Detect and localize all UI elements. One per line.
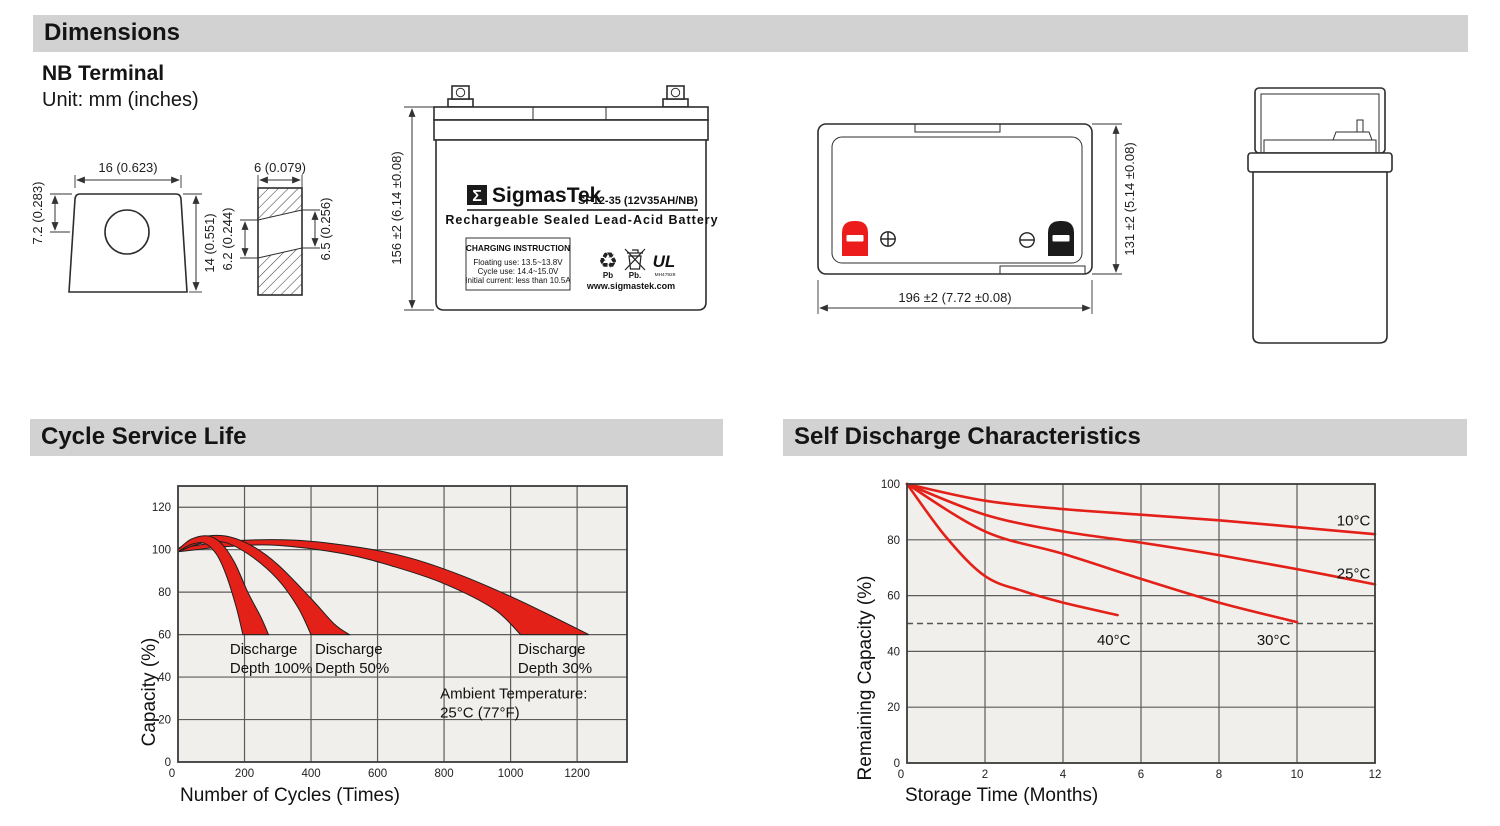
section-header-dimensions: Dimensions — [33, 15, 1468, 52]
battery-front-drawing: 156 ±2 (6.14 ±0.08) Σ SigmasTek SP12-35 … — [389, 85, 718, 311]
chart-annotation: Discharge — [518, 641, 586, 658]
terminal-side-width-dim: 6 (0.079) — [254, 160, 306, 175]
temperature-label: 40°C — [1097, 632, 1131, 649]
svg-text:600: 600 — [368, 768, 387, 780]
sigma-logo-icon — [467, 185, 487, 205]
svg-text:200: 200 — [235, 768, 254, 780]
sigma-glyph: Σ — [472, 188, 482, 205]
charging-line-3: Initial current: less than 10.5A — [465, 276, 571, 285]
temperature-line — [905, 482, 1119, 617]
series: 10°C 25°C 30°C 40°C — [905, 482, 1377, 649]
svg-text:2: 2 — [982, 769, 988, 781]
dimension-drawings: 16 (0.623) 7.2 (0.283) 14 (0.551) 6 (0.0… — [30, 85, 1393, 344]
terminal-width-dim: 16 (0.623) — [98, 160, 157, 175]
terminal-front-drawing: 16 (0.623) 7.2 (0.283) 14 (0.551) — [30, 160, 217, 293]
charging-line-1: Floating use: 13.5~13.8V — [473, 258, 563, 267]
terminal-side-right-dim: 6.5 (0.256) — [318, 198, 333, 261]
svg-text:4: 4 — [1060, 769, 1067, 781]
terminal-side-left-dim: 6.2 (0.244) — [220, 208, 235, 271]
temperature-label: 25°C — [1337, 565, 1371, 582]
brand-name: SigmasTek — [492, 184, 602, 207]
battery-side-drawing — [1247, 87, 1393, 344]
discharge-band — [177, 539, 590, 636]
y-axis-label-remaining-capacity: Remaining Capacity (%) — [855, 575, 876, 781]
tick-labels: 0 20 40 60 80 100 0 2 4 6 8 10 12 — [881, 479, 1382, 781]
battery-top-drawing: 131 ±2 (5.14 ±0.08) 196 ±2 (7.72 ±0.08) — [817, 123, 1137, 314]
crossed-bin-icon — [624, 248, 646, 271]
terminal-type-title: NB Terminal — [42, 62, 165, 85]
svg-text:20: 20 — [158, 715, 171, 727]
section-header-self-discharge: Self Discharge Characteristics — [783, 419, 1467, 456]
svg-text:100: 100 — [152, 545, 171, 557]
svg-text:0: 0 — [169, 768, 175, 780]
charging-instruction-box — [465, 237, 571, 291]
svg-text:10: 10 — [1291, 769, 1304, 781]
website-text: www.sigmastek.com — [586, 281, 675, 291]
charging-line-2: Cycle use: 14.4~15.0V — [478, 267, 559, 276]
self-discharge-chart: 10°C 25°C 30°C 40°C 0 20 40 60 80 100 0 2 4 6 8 10 12 — [881, 479, 1382, 781]
terminal-side-drawing: 6 (0.079) 6.2 (0.244) 6.5 (0.256) — [220, 160, 333, 296]
chart-annotation: Depth 50% — [315, 660, 389, 677]
chart-annotation: Depth 30% — [518, 660, 592, 677]
temperature-line — [905, 482, 1377, 536]
svg-text:80: 80 — [887, 535, 900, 547]
temperature-label: 30°C — [1257, 632, 1291, 649]
chart-annotation: 25°C (77°F) — [440, 705, 520, 722]
section-header-cycle-life: Cycle Service Life — [30, 419, 723, 456]
svg-text:20: 20 — [887, 702, 900, 714]
battery-label: Σ SigmasTek SP12-35 (12V35AH/NB) Recharg… — [445, 184, 718, 291]
discharge-band — [177, 534, 351, 636]
chart-annotation: Ambient Temperature: — [440, 686, 587, 703]
svg-text:0: 0 — [894, 758, 900, 770]
pb-recycle-label: Pb — [603, 271, 613, 280]
svg-text:40: 40 — [158, 672, 171, 684]
pb-waste-label: Pb. — [629, 271, 641, 280]
svg-text:40: 40 — [887, 646, 900, 658]
svg-text:12: 12 — [1369, 769, 1382, 781]
unit-note: Unit: mm (inches) — [42, 89, 199, 111]
svg-text:6: 6 — [1138, 769, 1144, 781]
svg-text:8: 8 — [1216, 769, 1222, 781]
chart-annotation: Depth 100% — [230, 660, 313, 677]
svg-text:0: 0 — [898, 769, 904, 781]
battery-subtitle: Rechargeable Sealed Lead-Acid Battery — [445, 213, 718, 227]
temperature-line — [905, 482, 1299, 624]
svg-text:800: 800 — [434, 768, 453, 780]
y-axis-label-capacity: Capacity (%) — [139, 637, 160, 747]
ul-mark-icon: UL — [653, 252, 676, 271]
terminal-height-dim: 14 (0.551) — [202, 213, 217, 272]
series — [177, 534, 590, 636]
battery-width-dim: 196 ±2 (7.72 ±0.08) — [898, 290, 1011, 305]
terminal-upper-height-dim: 7.2 (0.283) — [30, 182, 45, 245]
svg-text:400: 400 — [301, 768, 320, 780]
svg-text:80: 80 — [158, 587, 171, 599]
discharge-band — [177, 535, 270, 636]
svg-text:1200: 1200 — [564, 768, 590, 780]
chart-annotation: Discharge — [315, 641, 383, 658]
charging-title: CHARGING INSTRUCTION — [466, 243, 570, 253]
svg-text:0: 0 — [165, 757, 171, 769]
recycle-icon: ♻ — [598, 248, 618, 273]
model-number: SP12-35 (12V35AH/NB) — [578, 195, 698, 207]
battery-height-dim: 156 ±2 (6.14 ±0.08) — [389, 151, 404, 264]
svg-text:100: 100 — [881, 479, 900, 491]
temperature-line — [905, 482, 1377, 586]
ul-code: MH47929 — [655, 272, 676, 278]
svg-text:60: 60 — [887, 591, 900, 603]
svg-text:1000: 1000 — [498, 768, 524, 780]
x-axis-label-cycles: Number of Cycles (Times) — [180, 785, 400, 806]
svg-text:120: 120 — [152, 502, 171, 514]
temperature-label: 10°C — [1337, 512, 1371, 529]
plus-symbol-icon — [880, 231, 896, 247]
svg-text:60: 60 — [158, 630, 171, 642]
minus-symbol-icon — [1019, 232, 1035, 248]
x-axis-label-storage-time: Storage Time (Months) — [905, 785, 1099, 806]
chart-annotation: Discharge — [230, 641, 298, 658]
battery-depth-dim: 131 ±2 (5.14 ±0.08) — [1122, 142, 1137, 255]
